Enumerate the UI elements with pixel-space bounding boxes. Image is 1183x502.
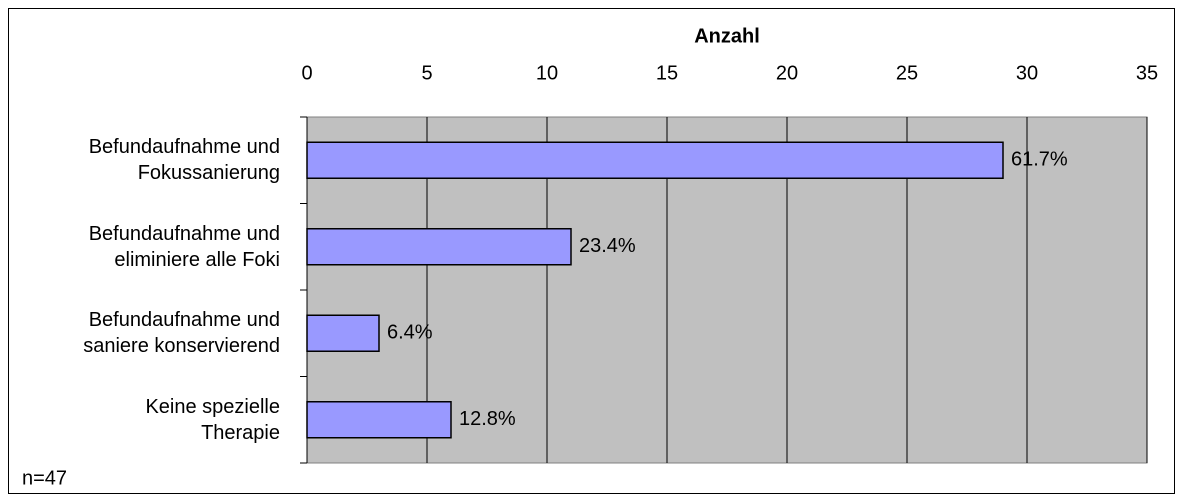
- data-label: 61.7%: [1011, 149, 1068, 171]
- x-tick-label: 10: [536, 62, 558, 84]
- bar: [306, 314, 380, 352]
- bar: [306, 401, 452, 439]
- x-tick-label: 5: [421, 62, 432, 84]
- x-tick-label: 20: [776, 62, 798, 84]
- y-tick-label: Befundaufnahme und Fokussanierung: [88, 136, 280, 185]
- data-label: 23.4%: [579, 235, 636, 257]
- bar: [306, 141, 1004, 179]
- x-tick-label: 0: [301, 62, 312, 84]
- bar: [306, 228, 572, 266]
- axis-title: Anzahl: [694, 25, 760, 47]
- x-tick-label: 15: [656, 62, 678, 84]
- y-tick-label: Befundaufnahme und eliminiere alle Foki: [88, 222, 280, 271]
- x-tick-label: 25: [896, 62, 918, 84]
- data-label: 12.8%: [459, 408, 516, 430]
- y-tick-label: Befundaufnahme und saniere konservierend: [83, 309, 280, 358]
- annotation: n=47: [22, 467, 67, 489]
- data-label: 6.4%: [387, 322, 433, 344]
- x-tick-label: 30: [1016, 62, 1038, 84]
- x-tick-label: 35: [1136, 62, 1158, 84]
- y-tick-label: Keine spezielle Therapie: [145, 395, 280, 444]
